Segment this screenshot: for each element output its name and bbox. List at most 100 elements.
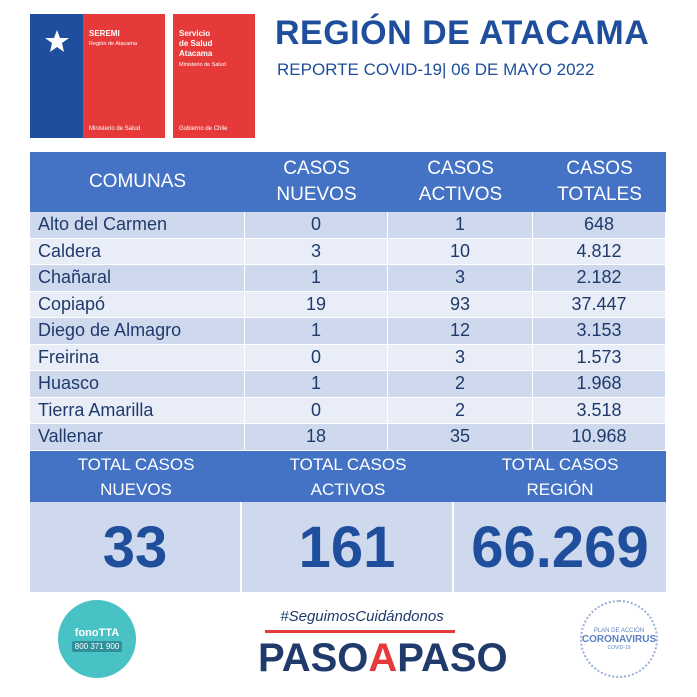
page-subtitle: REPORTE COVID-19| 06 DE MAYO 2022 [277, 60, 595, 79]
cell-nuevos: 3 [245, 238, 388, 264]
servicio-title: Servicio de Salud Atacama [179, 29, 212, 59]
cell-nuevos: 0 [245, 344, 388, 370]
totals-values: 33 161 66.269 [30, 502, 666, 592]
cell-nuevos: 1 [245, 371, 388, 397]
cell-activos: 2 [388, 371, 533, 397]
header-label: ACTIVOS [418, 184, 503, 205]
table-row: Diego de Almagro 1 12 3.153 [30, 318, 666, 345]
plan-line1: PLAN DE ACCIÓN [593, 627, 645, 634]
header-comunas: COMUNAS [30, 152, 245, 212]
cell-totales: 648 [533, 212, 666, 238]
chile-seal-icon [44, 30, 69, 52]
cell-totales: 4.812 [533, 238, 666, 264]
table-row: Freirina 0 3 1.573 [30, 344, 666, 371]
table-row: Caldera 3 10 4.812 [30, 238, 666, 265]
cell-activos: 3 [388, 265, 533, 291]
table-body: Alto del Carmen 0 1 648 Caldera 3 10 4.812 Chaña… [30, 212, 666, 451]
cell-comuna: Freirina [30, 344, 245, 370]
servicio-title-line: de Salud [179, 39, 213, 48]
header-nuevos: CASOS NUEVOS [245, 152, 388, 212]
total-header-label: ACTIVOS [310, 479, 386, 499]
servicio-footer: Gobierno de Chile [179, 126, 228, 132]
paso-divider [265, 630, 455, 633]
totals-header: TOTAL CASOS NUEVOS TOTAL CASOS ACTIVOS TOT… [30, 451, 666, 502]
total-header-label: TOTAL CASOS [77, 454, 195, 474]
table-row: Chañaral 1 3 2.182 [30, 265, 666, 292]
cell-comuna: Alto del Carmen [30, 212, 245, 238]
header-totales: CASOS TOTALES [533, 152, 666, 212]
total-activos-header: TOTAL CASOS ACTIVOS [242, 451, 454, 502]
header-label: CASOS [427, 158, 494, 179]
cell-totales: 3.153 [533, 318, 666, 344]
paso-word: PASO [397, 636, 508, 680]
seremi-logo: SEREMI Región de Atacama Ministerio de S… [30, 14, 165, 138]
servicio-title-line: Servicio [179, 29, 211, 38]
header-label: CASOS [283, 158, 350, 179]
total-nuevos-value: 33 [30, 502, 242, 592]
logo-red-panel: SEREMI Región de Atacama Ministerio de S… [83, 14, 165, 138]
total-header-label: NUEVOS [100, 479, 172, 499]
cell-nuevos: 0 [245, 397, 388, 423]
cell-nuevos: 19 [245, 291, 388, 317]
table-row: Huasco 1 2 1.968 [30, 371, 666, 398]
cell-nuevos: 1 [245, 318, 388, 344]
cell-totales: 10.968 [533, 424, 666, 450]
cell-comuna: Huasco [30, 371, 245, 397]
header-label: NUEVOS [276, 184, 357, 205]
cell-comuna: Diego de Almagro [30, 318, 245, 344]
fono-label: fonoTTA [74, 626, 120, 639]
total-nuevos-header: TOTAL CASOS NUEVOS [30, 451, 242, 502]
plan-line2: CORONAVIRUS [581, 633, 657, 645]
cell-comuna: Tierra Amarilla [30, 397, 245, 423]
paso-word: PASO [258, 636, 369, 680]
cell-comuna: Caldera [30, 238, 245, 264]
plan-coronavirus-logo: PLAN DE ACCIÓN CORONAVIRUS COVID-19 [580, 600, 658, 678]
total-region-header: TOTAL CASOS REGIÓN [454, 451, 666, 502]
cell-totales: 37.447 [533, 291, 666, 317]
paso-a-paso-logo: PASOAPASO [258, 636, 508, 681]
cell-activos: 35 [388, 424, 533, 450]
seremi-subtitle: Región de Atacama [89, 41, 138, 47]
header-label: TOTALES [557, 184, 642, 205]
cell-nuevos: 18 [245, 424, 388, 450]
seremi-title: SEREMI [89, 29, 120, 38]
cell-activos: 2 [388, 397, 533, 423]
cell-comuna: Chañaral [30, 265, 245, 291]
plan-line3: COVID-19 [607, 644, 631, 651]
total-activos-value: 161 [242, 502, 454, 592]
total-header-label: REGIÓN [526, 479, 594, 499]
servicio-subtitle: Ministerio de Salud [179, 62, 226, 68]
cases-table: COMUNAS CASOS NUEVOS CASOS ACTIVOS CASOS TO… [30, 152, 666, 451]
hashtag-text: #SeguimosCuidándonos [280, 608, 444, 625]
table-header: COMUNAS CASOS NUEVOS CASOS ACTIVOS CASOS TO… [30, 152, 666, 212]
seremi-footer: Ministerio de Salud [89, 126, 141, 132]
cell-activos: 10 [388, 238, 533, 264]
fono-number: 800 371 900 [71, 640, 123, 652]
cell-totales: 3.518 [533, 397, 666, 423]
cell-activos: 3 [388, 344, 533, 370]
cell-comuna: Copiapó [30, 291, 245, 317]
table-row: Copiapó 19 93 37.447 [30, 291, 666, 318]
cell-activos: 93 [388, 291, 533, 317]
cell-nuevos: 1 [245, 265, 388, 291]
cell-totales: 2.182 [533, 265, 666, 291]
table-row: Alto del Carmen 0 1 648 [30, 212, 666, 239]
table-row: Vallenar 18 35 10.968 [30, 424, 666, 451]
table-row: Tierra Amarilla 0 2 3.518 [30, 397, 666, 424]
cell-activos: 1 [388, 212, 533, 238]
servicio-title-line: Atacama [179, 49, 213, 58]
page-title: REGIÓN DE ATACAMA [275, 14, 650, 52]
cell-comuna: Vallenar [30, 424, 245, 450]
total-header-label: TOTAL CASOS [501, 454, 619, 474]
total-region-value: 66.269 [471, 514, 649, 580]
total-header-label: TOTAL CASOS [289, 454, 407, 474]
cell-totales: 1.968 [533, 371, 666, 397]
header-label: COMUNAS [88, 171, 187, 192]
logo-blue-panel [30, 14, 83, 138]
cell-totales: 1.573 [533, 344, 666, 370]
header-activos: CASOS ACTIVOS [388, 152, 533, 212]
paso-a-letter: A [368, 636, 398, 680]
servicio-logo: Servicio de Salud Atacama Ministerio de … [173, 14, 255, 138]
header-label: CASOS [566, 158, 633, 179]
cell-activos: 12 [388, 318, 533, 344]
